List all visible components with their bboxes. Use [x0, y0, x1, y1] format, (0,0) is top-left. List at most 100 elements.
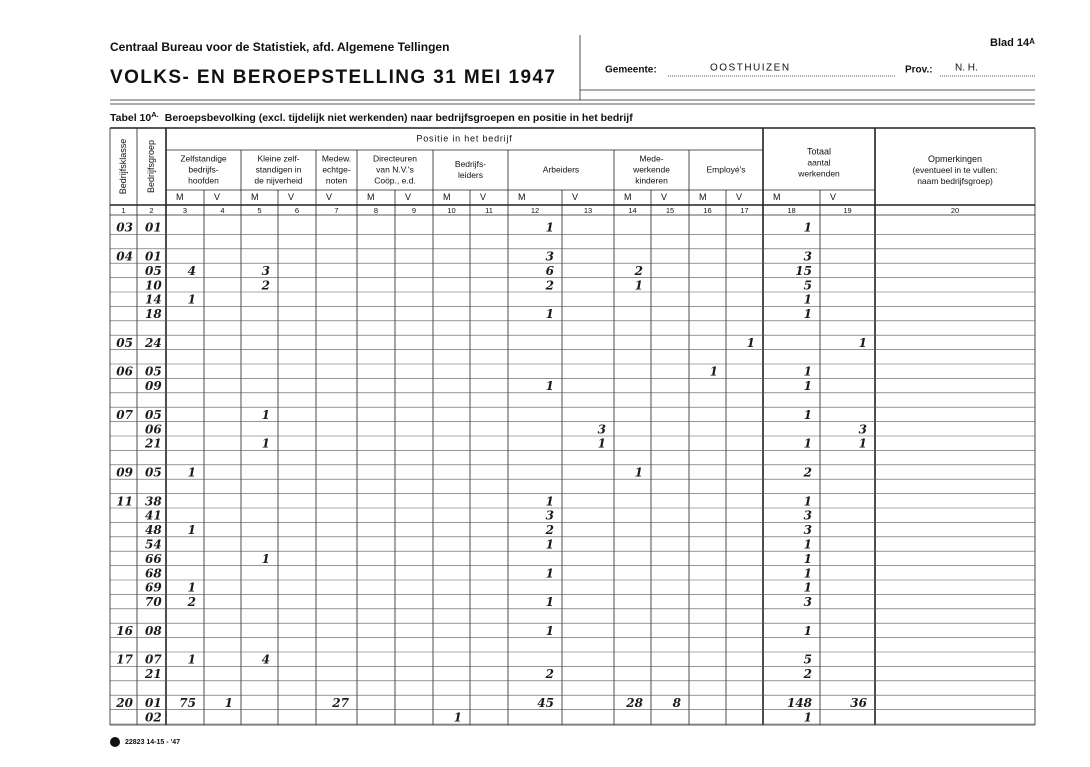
groep: 38 — [145, 494, 162, 508]
groep: 01 — [145, 250, 162, 264]
column-number: 19 — [843, 206, 851, 215]
column-number: 11 — [485, 206, 493, 215]
cell-value: 1 — [225, 696, 233, 710]
cell-value: 1 — [804, 408, 812, 422]
groep: 05 — [145, 408, 162, 422]
cell-value: 28 — [625, 696, 643, 710]
group-header: Totaal — [807, 146, 831, 156]
group-header: naam bedrijfsgroep) — [917, 176, 993, 186]
table: Bedrijfsklasse Bedrijfsgroep Positie in he… — [109, 127, 1036, 726]
cell-value: 1 — [859, 437, 867, 451]
cell-value: 1 — [804, 538, 812, 552]
groep: 10 — [145, 278, 162, 292]
column-number: 20 — [951, 206, 959, 215]
cell-value: 1 — [804, 307, 812, 321]
cell-value: 4 — [188, 264, 196, 278]
groep: 69 — [145, 581, 162, 595]
klasse: 07 — [116, 408, 133, 422]
group-header: Zelfstandige — [180, 153, 227, 163]
cell-value: 1 — [262, 552, 270, 566]
municipality-label: Gemeente: — [605, 65, 657, 76]
cell-value: 1 — [804, 624, 812, 638]
group-header: echtge- — [322, 164, 351, 174]
footer: 22823 14-15 - '47 — [125, 739, 180, 746]
sub-header: V — [480, 192, 486, 202]
cell-value: 1 — [635, 466, 643, 480]
cell-value: 1 — [710, 365, 718, 379]
cell-value: 5 — [804, 653, 812, 667]
group-header: bedrijfs- — [188, 164, 218, 174]
group-header: standigen in — [256, 164, 302, 174]
cell-value: 3 — [546, 509, 554, 523]
cell-value: 2 — [261, 278, 270, 292]
cell-value: 2 — [187, 595, 196, 609]
column-number: 9 — [412, 206, 416, 215]
sub-header: M — [251, 192, 259, 202]
group-header: de nijverheid — [254, 175, 302, 185]
cell-value: 2 — [545, 278, 554, 292]
row-header: Bedrijfsgroep — [146, 140, 156, 193]
cell-value: 2 — [803, 667, 812, 681]
cell-value: 1 — [804, 581, 812, 595]
group-header: van N.V.'s — [376, 164, 414, 174]
cell-value: 1 — [546, 494, 554, 508]
sheet-suffix: A — [1029, 37, 1035, 46]
klasse: 09 — [116, 466, 133, 480]
group-header: Kleine zelf- — [257, 153, 299, 163]
group-header: werkenden — [797, 168, 840, 178]
cell-value: 3 — [598, 422, 606, 436]
group-header: Opmerkingen — [928, 154, 982, 164]
cell-value: 1 — [804, 379, 812, 393]
group-header: werkende — [632, 164, 670, 174]
cell-value: 1 — [804, 566, 812, 580]
cell-value: 1 — [804, 293, 812, 307]
cell-value: 148 — [787, 696, 813, 710]
cell-value: 2 — [545, 667, 554, 681]
group-header: aantal — [807, 157, 830, 167]
sheet-number: Blad 14A — [990, 37, 1035, 49]
cell-value: 15 — [795, 264, 812, 278]
cell-value: 1 — [804, 710, 812, 724]
sub-header: M — [624, 192, 632, 202]
column-number: 13 — [584, 206, 592, 215]
klasse: 03 — [116, 221, 133, 235]
groep: 06 — [145, 422, 162, 436]
cell-value: 3 — [262, 264, 270, 278]
cell-value: 1 — [598, 437, 606, 451]
sub-header: V — [288, 192, 294, 202]
groep: 05 — [145, 466, 162, 480]
groep: 54 — [145, 538, 162, 552]
group-header: noten — [326, 175, 348, 185]
cell-value: 45 — [537, 696, 554, 710]
cell-value: 1 — [262, 437, 270, 451]
column-number: 3 — [183, 206, 187, 215]
cell-value: 1 — [546, 221, 554, 235]
column-number: 10 — [447, 206, 455, 215]
sub-header: M — [699, 192, 707, 202]
groep: 09 — [145, 379, 162, 393]
cell-value: 2 — [634, 264, 643, 278]
caption-text: Beroepsbevolking (excl. tijdelijk niet w… — [165, 112, 633, 124]
form-title: VOLKS- EN BEROEPSTELLING 31 MEI 1947 — [110, 67, 555, 88]
groep: 70 — [145, 595, 162, 609]
position-heading: Positie in het bedrijf — [416, 133, 512, 143]
group-header: (eventueel in te vullen: — [912, 165, 997, 175]
groep: 48 — [145, 523, 162, 537]
group-header: leiders — [458, 170, 483, 180]
cell-value: 1 — [546, 595, 554, 609]
cell-value: 8 — [673, 696, 682, 710]
cell-value: 1 — [804, 437, 812, 451]
groep: 08 — [145, 624, 162, 638]
column-number: 4 — [220, 206, 224, 215]
cell-value: 3 — [804, 250, 812, 264]
cell-value: 1 — [454, 710, 462, 724]
groep: 07 — [145, 653, 162, 667]
klasse: 06 — [116, 365, 133, 379]
column-number: 14 — [628, 206, 636, 215]
column-number: 2 — [149, 206, 153, 215]
groep: 01 — [145, 696, 162, 710]
column-number: 1 — [121, 206, 125, 215]
cell-value: 1 — [804, 221, 812, 235]
group-header: Medew. — [322, 153, 351, 163]
groep: 24 — [144, 336, 162, 350]
